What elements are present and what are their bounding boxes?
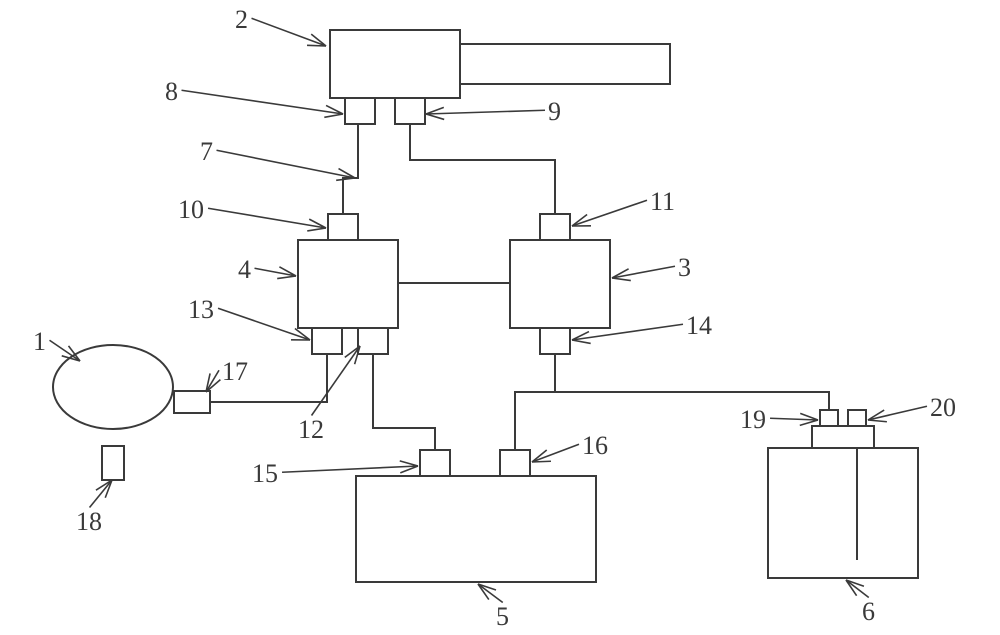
node-port18 [102,446,124,480]
node-port17 [174,391,210,413]
node-block5 [356,476,596,582]
label-10: 10 [178,195,204,224]
node-block4 [298,240,398,328]
node-port20 [848,410,866,426]
node-block3 [510,240,610,328]
node-block2ext [460,44,670,84]
label-17: 17 [222,357,248,386]
label-9: 9 [548,97,561,126]
node-port11 [540,214,570,240]
schematic-diagram: 1289710114313141712161518192056 [0,0,1000,635]
node-port16 [500,450,530,476]
label-11: 11 [650,187,675,216]
node-port12 [358,328,388,354]
label-18: 18 [76,507,102,536]
label-4: 4 [238,255,251,284]
label-19: 19 [740,405,766,434]
node-port14 [540,328,570,354]
label-3: 3 [678,253,691,282]
node-cap6 [812,426,874,448]
label-1: 1 [33,327,46,356]
label-7: 7 [200,137,213,166]
label-14: 14 [686,311,712,340]
label-20: 20 [930,393,956,422]
node-port15 [420,450,450,476]
label-13: 13 [188,295,214,324]
label-8: 8 [165,77,178,106]
arrowhead-16-b [532,461,551,462]
node-port8 [345,98,375,124]
node-block6 [768,448,918,578]
label-6: 6 [862,597,875,626]
label-2: 2 [235,5,248,34]
node-port19 [820,410,838,426]
label-12: 12 [298,415,324,444]
node-port10 [328,214,358,240]
node-port13 [312,328,342,354]
node-block2 [330,30,460,98]
label-16: 16 [582,431,608,460]
label-5: 5 [496,602,509,631]
node-port9 [395,98,425,124]
node-ellipse1 [53,345,173,429]
label-15: 15 [252,459,278,488]
arrowhead-2-a [307,45,326,46]
